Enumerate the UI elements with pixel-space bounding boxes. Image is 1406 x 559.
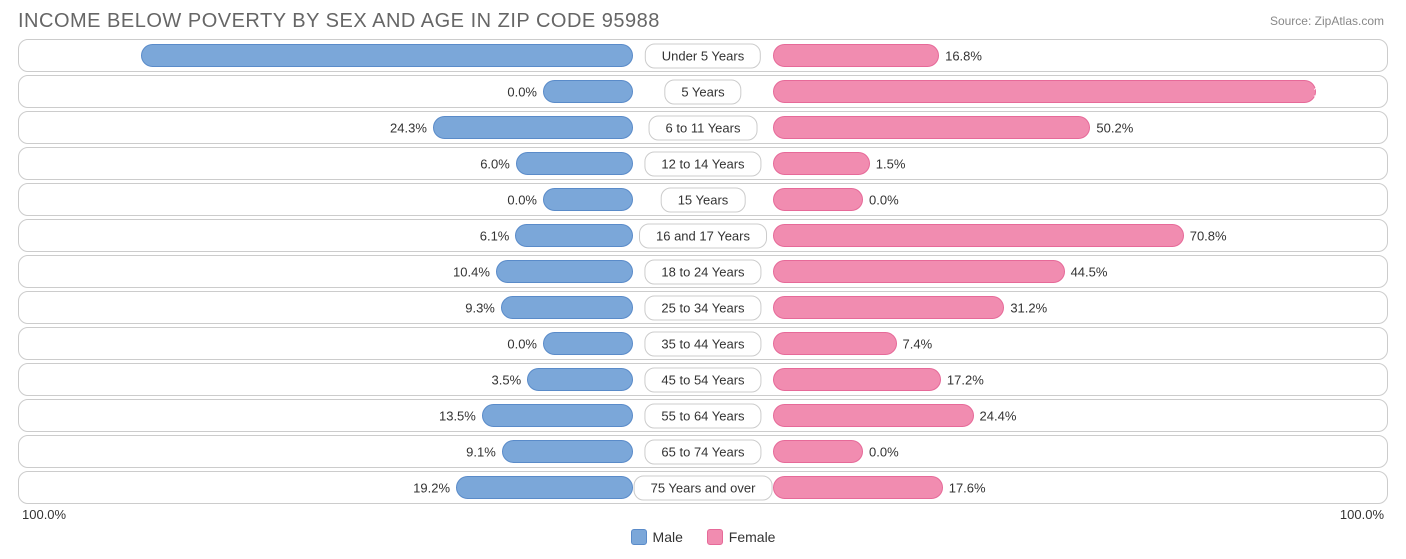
female-bar	[773, 476, 943, 499]
female-pct-label: 0.0%	[869, 192, 899, 207]
female-bar	[773, 260, 1065, 283]
female-pct-label: 17.2%	[947, 372, 984, 387]
age-group-label: 25 to 34 Years	[644, 295, 761, 320]
female-pct-label: 7.4%	[903, 336, 933, 351]
chart-row: 35 to 44 Years 0.0% 7.4%	[18, 327, 1388, 360]
age-group-label: 15 Years	[661, 187, 746, 212]
male-bar	[496, 260, 633, 283]
chart-row: 5 Years 0.0% 100.0%	[18, 75, 1388, 108]
male-pct-label: 10.4%	[453, 264, 490, 279]
male-pct-label: 6.0%	[480, 156, 510, 171]
legend-female: Female	[707, 529, 776, 545]
male-pct-label: 9.3%	[465, 300, 495, 315]
female-pct-label: 17.6%	[949, 480, 986, 495]
female-pct-label: 31.2%	[1010, 300, 1047, 315]
male-pct-label: 0.0%	[507, 336, 537, 351]
female-bar	[773, 296, 1004, 319]
age-group-label: 16 and 17 Years	[639, 223, 767, 248]
age-group-label: 55 to 64 Years	[644, 403, 761, 428]
male-pct-label: 24.3%	[390, 120, 427, 135]
male-bar	[482, 404, 633, 427]
legend-female-label: Female	[729, 529, 776, 545]
female-bar	[773, 368, 941, 391]
axis-left-label: 100.0%	[22, 507, 66, 522]
male-pct-label: 6.1%	[480, 228, 510, 243]
chart-row: 25 to 34 Years 9.3% 31.2%	[18, 291, 1388, 324]
legend: Male Female	[18, 529, 1388, 548]
female-pct-label: 100.0%	[1313, 84, 1357, 99]
age-group-label: 35 to 44 Years	[644, 331, 761, 356]
age-group-label: Under 5 Years	[645, 43, 761, 68]
male-pct-label: 9.1%	[466, 444, 496, 459]
male-bar	[543, 188, 633, 211]
age-group-label: 5 Years	[664, 79, 741, 104]
female-pct-label: 44.5%	[1071, 264, 1108, 279]
axis-right-label: 100.0%	[1340, 507, 1384, 522]
female-bar	[773, 152, 870, 175]
female-bar	[773, 224, 1184, 247]
male-swatch-icon	[631, 529, 647, 545]
legend-male-label: Male	[653, 529, 683, 545]
male-bar	[543, 332, 633, 355]
male-pct-label: 0.0%	[507, 84, 537, 99]
male-bar	[502, 440, 633, 463]
male-bar	[516, 152, 633, 175]
male-pct-label: 0.0%	[507, 192, 537, 207]
age-group-label: 45 to 54 Years	[644, 367, 761, 392]
female-swatch-icon	[707, 529, 723, 545]
chart-row: 12 to 14 Years 6.0% 1.5%	[18, 147, 1388, 180]
female-pct-label: 1.5%	[876, 156, 906, 171]
female-pct-label: 50.2%	[1096, 120, 1133, 135]
male-pct-label: 3.5%	[492, 372, 522, 387]
male-bar	[141, 44, 633, 67]
chart-row: 15 Years 0.0% 0.0%	[18, 183, 1388, 216]
male-bar	[515, 224, 633, 247]
legend-male: Male	[631, 529, 683, 545]
poverty-chart: Under 5 Years 88.8% 16.8% 5 Years 0.0% 100.0%…	[18, 39, 1388, 504]
female-bar	[773, 440, 863, 463]
male-pct-label: 88.8%	[69, 48, 106, 63]
age-group-label: 65 to 74 Years	[644, 439, 761, 464]
female-pct-label: 70.8%	[1190, 228, 1227, 243]
source-attribution: Source: ZipAtlas.com	[1270, 14, 1384, 28]
age-group-label: 18 to 24 Years	[644, 259, 761, 284]
male-pct-label: 19.2%	[413, 480, 450, 495]
chart-row: 75 Years and over 19.2% 17.6%	[18, 471, 1388, 504]
age-group-label: 6 to 11 Years	[649, 115, 758, 140]
female-pct-label: 24.4%	[980, 408, 1017, 423]
chart-title: INCOME BELOW POVERTY BY SEX AND AGE IN Z…	[18, 10, 1388, 33]
chart-row: 65 to 74 Years 9.1% 0.0%	[18, 435, 1388, 468]
male-bar	[543, 80, 633, 103]
female-pct-label: 16.8%	[945, 48, 982, 63]
female-bar	[773, 44, 939, 67]
chart-row: 55 to 64 Years 13.5% 24.4%	[18, 399, 1388, 432]
male-bar	[501, 296, 633, 319]
male-pct-label: 13.5%	[439, 408, 476, 423]
x-axis: 100.0% 100.0%	[18, 507, 1388, 527]
chart-row: 45 to 54 Years 3.5% 17.2%	[18, 363, 1388, 396]
female-bar	[773, 188, 863, 211]
chart-row: 16 and 17 Years 6.1% 70.8%	[18, 219, 1388, 252]
female-pct-label: 0.0%	[869, 444, 899, 459]
female-bar	[773, 80, 1316, 103]
female-bar	[773, 116, 1090, 139]
age-group-label: 12 to 14 Years	[644, 151, 761, 176]
male-bar	[527, 368, 633, 391]
chart-row: 6 to 11 Years 24.3% 50.2%	[18, 111, 1388, 144]
chart-row: Under 5 Years 88.8% 16.8%	[18, 39, 1388, 72]
male-bar	[456, 476, 633, 499]
age-group-label: 75 Years and over	[634, 475, 773, 500]
male-bar	[433, 116, 633, 139]
female-bar	[773, 404, 974, 427]
chart-row: 18 to 24 Years 10.4% 44.5%	[18, 255, 1388, 288]
female-bar	[773, 332, 897, 355]
